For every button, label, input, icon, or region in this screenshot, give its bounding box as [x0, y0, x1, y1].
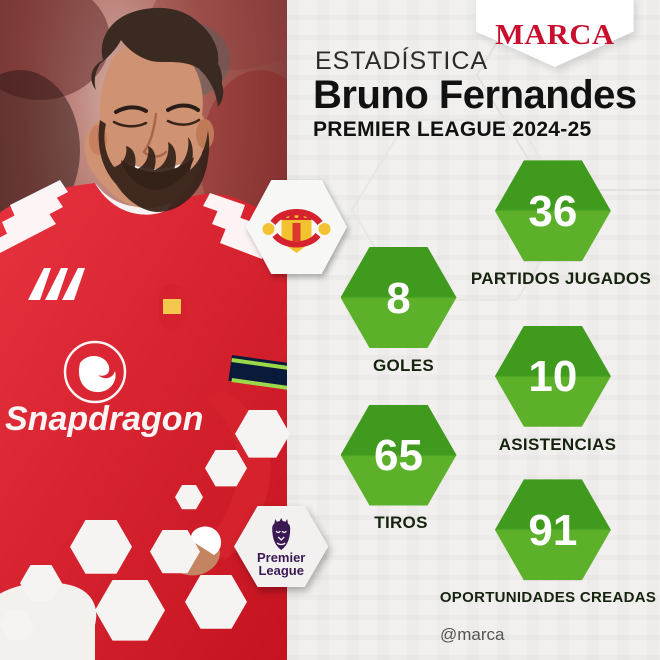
svg-text:League: League	[258, 563, 303, 578]
